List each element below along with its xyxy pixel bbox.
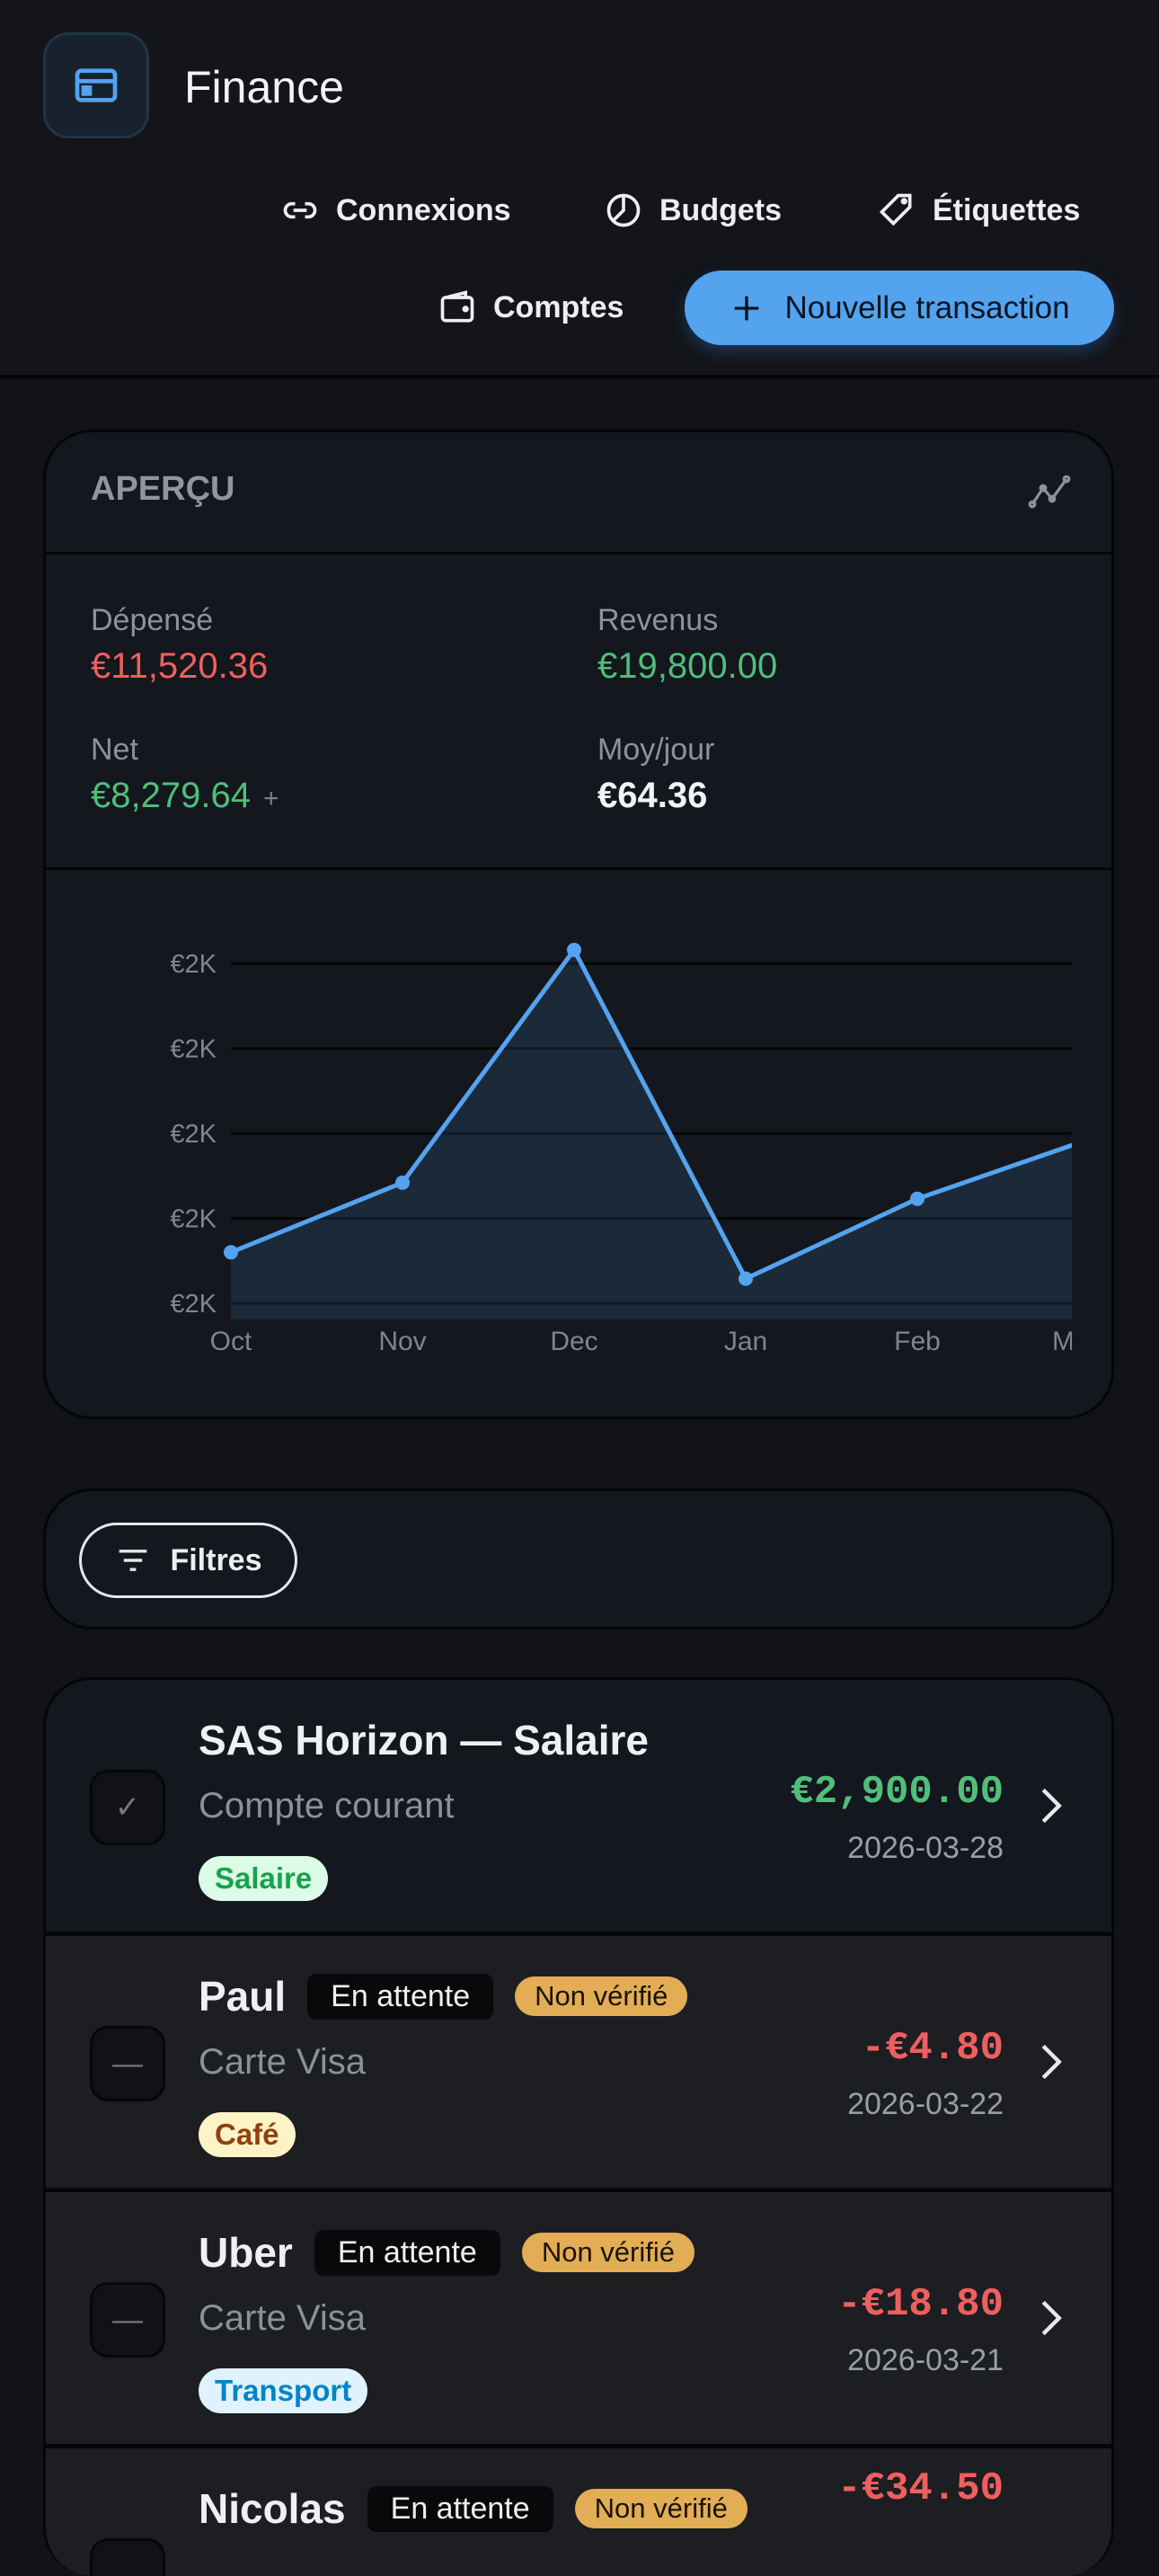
pending-badge: En attente <box>367 2486 553 2532</box>
tag-icon <box>877 191 916 230</box>
transaction-amount: €2,900.00 <box>790 1770 1004 1815</box>
transaction-name: Uber <box>199 2228 293 2277</box>
link-icon <box>280 191 320 230</box>
transaction-row[interactable]: — Nicolas En attente Non vérifié -€34.50 <box>46 2448 1111 2576</box>
transaction-account: Compte courant <box>199 1786 455 1826</box>
income-value: €19,800.00 <box>597 646 777 687</box>
spent-value: €11,520.36 <box>91 646 268 687</box>
transaction-amount: -€4.80 <box>862 2026 1004 2071</box>
net-value: €8,279.64 <box>91 776 251 816</box>
app-logo <box>43 32 149 138</box>
checkbox[interactable]: — <box>90 2282 165 2358</box>
income-label: Revenus <box>597 603 718 638</box>
spent-label: Dépensé <box>91 603 213 638</box>
checkbox[interactable]: — <box>90 2026 165 2101</box>
x-tick-label: Jan <box>724 1327 767 1356</box>
data-point <box>1082 1133 1096 1147</box>
pending-badge: En attente <box>314 2230 500 2276</box>
per-day-value: €64.36 <box>597 776 707 816</box>
transaction-date: 2026-03-28 <box>847 1831 1004 1866</box>
data-point <box>224 1245 238 1259</box>
x-tick-label: Nov <box>378 1327 426 1356</box>
transaction-date: 2026-03-22 <box>847 2087 1004 2122</box>
credit-card-icon <box>71 60 121 111</box>
nav-connexions[interactable]: Connexions <box>280 191 511 230</box>
transaction-account: Carte Visa <box>199 2298 366 2339</box>
trend-chart-icon[interactable] <box>1028 474 1073 510</box>
transaction-row[interactable]: ✓ SAS Horizon — Salaire Compte courant Sal… <box>46 1680 1111 1936</box>
x-tick-label: Oct <box>210 1327 252 1356</box>
per-day-label: Moy/jour <box>597 733 714 768</box>
pending-badge: En attente <box>307 1974 493 2020</box>
transaction-name: Paul <box>199 1972 286 2021</box>
x-tick-label: Dec <box>550 1327 597 1356</box>
y-tick-label: €2K <box>170 1120 217 1149</box>
transaction-account: Carte Visa <box>199 2042 366 2083</box>
nav-label: Budgets <box>659 193 782 228</box>
transaction-name: SAS Horizon — Salaire <box>199 1716 649 1764</box>
x-tick-label: M <box>1052 1327 1075 1356</box>
net-suffix: + <box>263 784 279 814</box>
unverified-badge: Non vérifié <box>575 2489 748 2528</box>
transaction-name: Nicolas <box>199 2484 346 2533</box>
dash-icon: — <box>112 2303 143 2338</box>
category-tag: Salaire <box>199 1856 328 1901</box>
app-title: Finance <box>184 61 344 113</box>
chevron-right-icon[interactable] <box>1038 2298 1065 2338</box>
transaction-amount: -€34.50 <box>837 2466 1004 2511</box>
transaction-list: ✓ SAS Horizon — Salaire Compte courant Sal… <box>43 1677 1114 2576</box>
filters-label: Filtres <box>170 1543 261 1578</box>
nav-label: Comptes <box>493 290 624 325</box>
pie-chart-icon <box>604 191 643 230</box>
net-label: Net <box>91 733 138 768</box>
overview-card: APERÇU Dépensé €11,520.36 Revenus €19,80… <box>43 430 1114 1419</box>
app-header: Finance Connexions Budgets Étiquettes Co… <box>0 0 1159 378</box>
category-tag: Café <box>199 2112 296 2157</box>
nav-etiquettes[interactable]: Étiquettes <box>877 191 1080 230</box>
data-point <box>910 1192 925 1206</box>
wallet-icon <box>438 288 477 327</box>
y-tick-label: €2K <box>170 1035 217 1064</box>
overview-title: APERÇU <box>91 470 234 509</box>
nav-budgets[interactable]: Budgets <box>604 191 782 230</box>
chevron-right-icon[interactable] <box>1038 1786 1065 1825</box>
new-transaction-label: Nouvelle transaction <box>784 290 1069 326</box>
unverified-badge: Non vérifié <box>522 2233 695 2272</box>
transaction-date: 2026-03-21 <box>847 2343 1004 2378</box>
data-point <box>567 943 581 957</box>
divider <box>46 552 1111 555</box>
dash-icon: — <box>112 2559 143 2576</box>
plus-icon <box>729 290 765 326</box>
unverified-badge: Non vérifié <box>515 1976 687 2016</box>
nav-label: Connexions <box>336 193 511 228</box>
y-tick-label: €2K <box>170 1290 217 1319</box>
filter-icon <box>114 1545 152 1576</box>
monthly-chart: €2K €2K €2K €2K €2K Oct Nov Dec Jan Feb M <box>46 870 1114 1409</box>
data-point <box>739 1272 753 1286</box>
filters-card: Filtres <box>43 1488 1114 1630</box>
checkbox-checked[interactable]: ✓ <box>90 1770 165 1845</box>
nav-comptes[interactable]: Comptes <box>438 288 624 327</box>
transaction-row[interactable]: — Paul En attente Non vérifié Carte Visa Caf… <box>46 1936 1111 2192</box>
check-icon: ✓ <box>115 1790 141 1825</box>
data-point <box>395 1176 410 1190</box>
y-tick-label: €2K <box>170 1205 217 1234</box>
dash-icon: — <box>112 2047 143 2082</box>
chevron-right-icon[interactable] <box>1038 2042 1065 2082</box>
transaction-row[interactable]: — Uber En attente Non vérifié Carte Visa Tra… <box>46 2192 1111 2448</box>
filters-button[interactable]: Filtres <box>79 1523 297 1598</box>
category-tag: Transport <box>199 2368 367 2413</box>
transaction-amount: -€18.80 <box>837 2282 1004 2327</box>
x-tick-label: Feb <box>894 1327 941 1356</box>
y-tick-label: €2K <box>170 950 217 979</box>
checkbox[interactable]: — <box>90 2538 165 2576</box>
new-transaction-button[interactable]: Nouvelle transaction <box>685 271 1114 345</box>
nav-label: Étiquettes <box>933 193 1080 228</box>
